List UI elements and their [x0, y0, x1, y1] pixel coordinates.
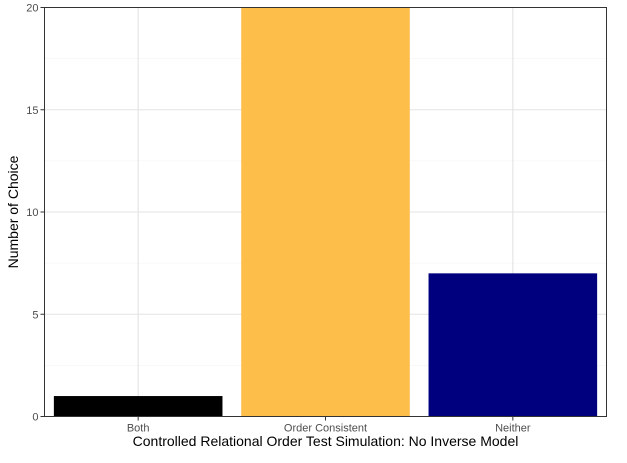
y-tick-label: 15: [26, 105, 38, 117]
x-tick-label: Neither: [495, 423, 531, 435]
y-axis-title: Number of Choice: [5, 155, 21, 268]
bar-order-consistent: [241, 7, 410, 417]
x-tick-label: Order Consistent: [284, 423, 367, 435]
bar-both: [53, 396, 223, 417]
y-tick-label: 0: [32, 412, 38, 424]
axes: 0 5 10 15 20 Both Order Consistent Neither: [26, 3, 531, 435]
y-tick-label: 20: [26, 3, 38, 15]
y-tick-label: 10: [26, 207, 38, 219]
bars: [53, 7, 598, 417]
x-tick-label: Both: [127, 423, 150, 435]
x-axis-title: Controlled Relational Order Test Simulat…: [133, 433, 519, 449]
y-tick-label: 5: [32, 309, 38, 321]
bar-neither: [428, 273, 598, 417]
